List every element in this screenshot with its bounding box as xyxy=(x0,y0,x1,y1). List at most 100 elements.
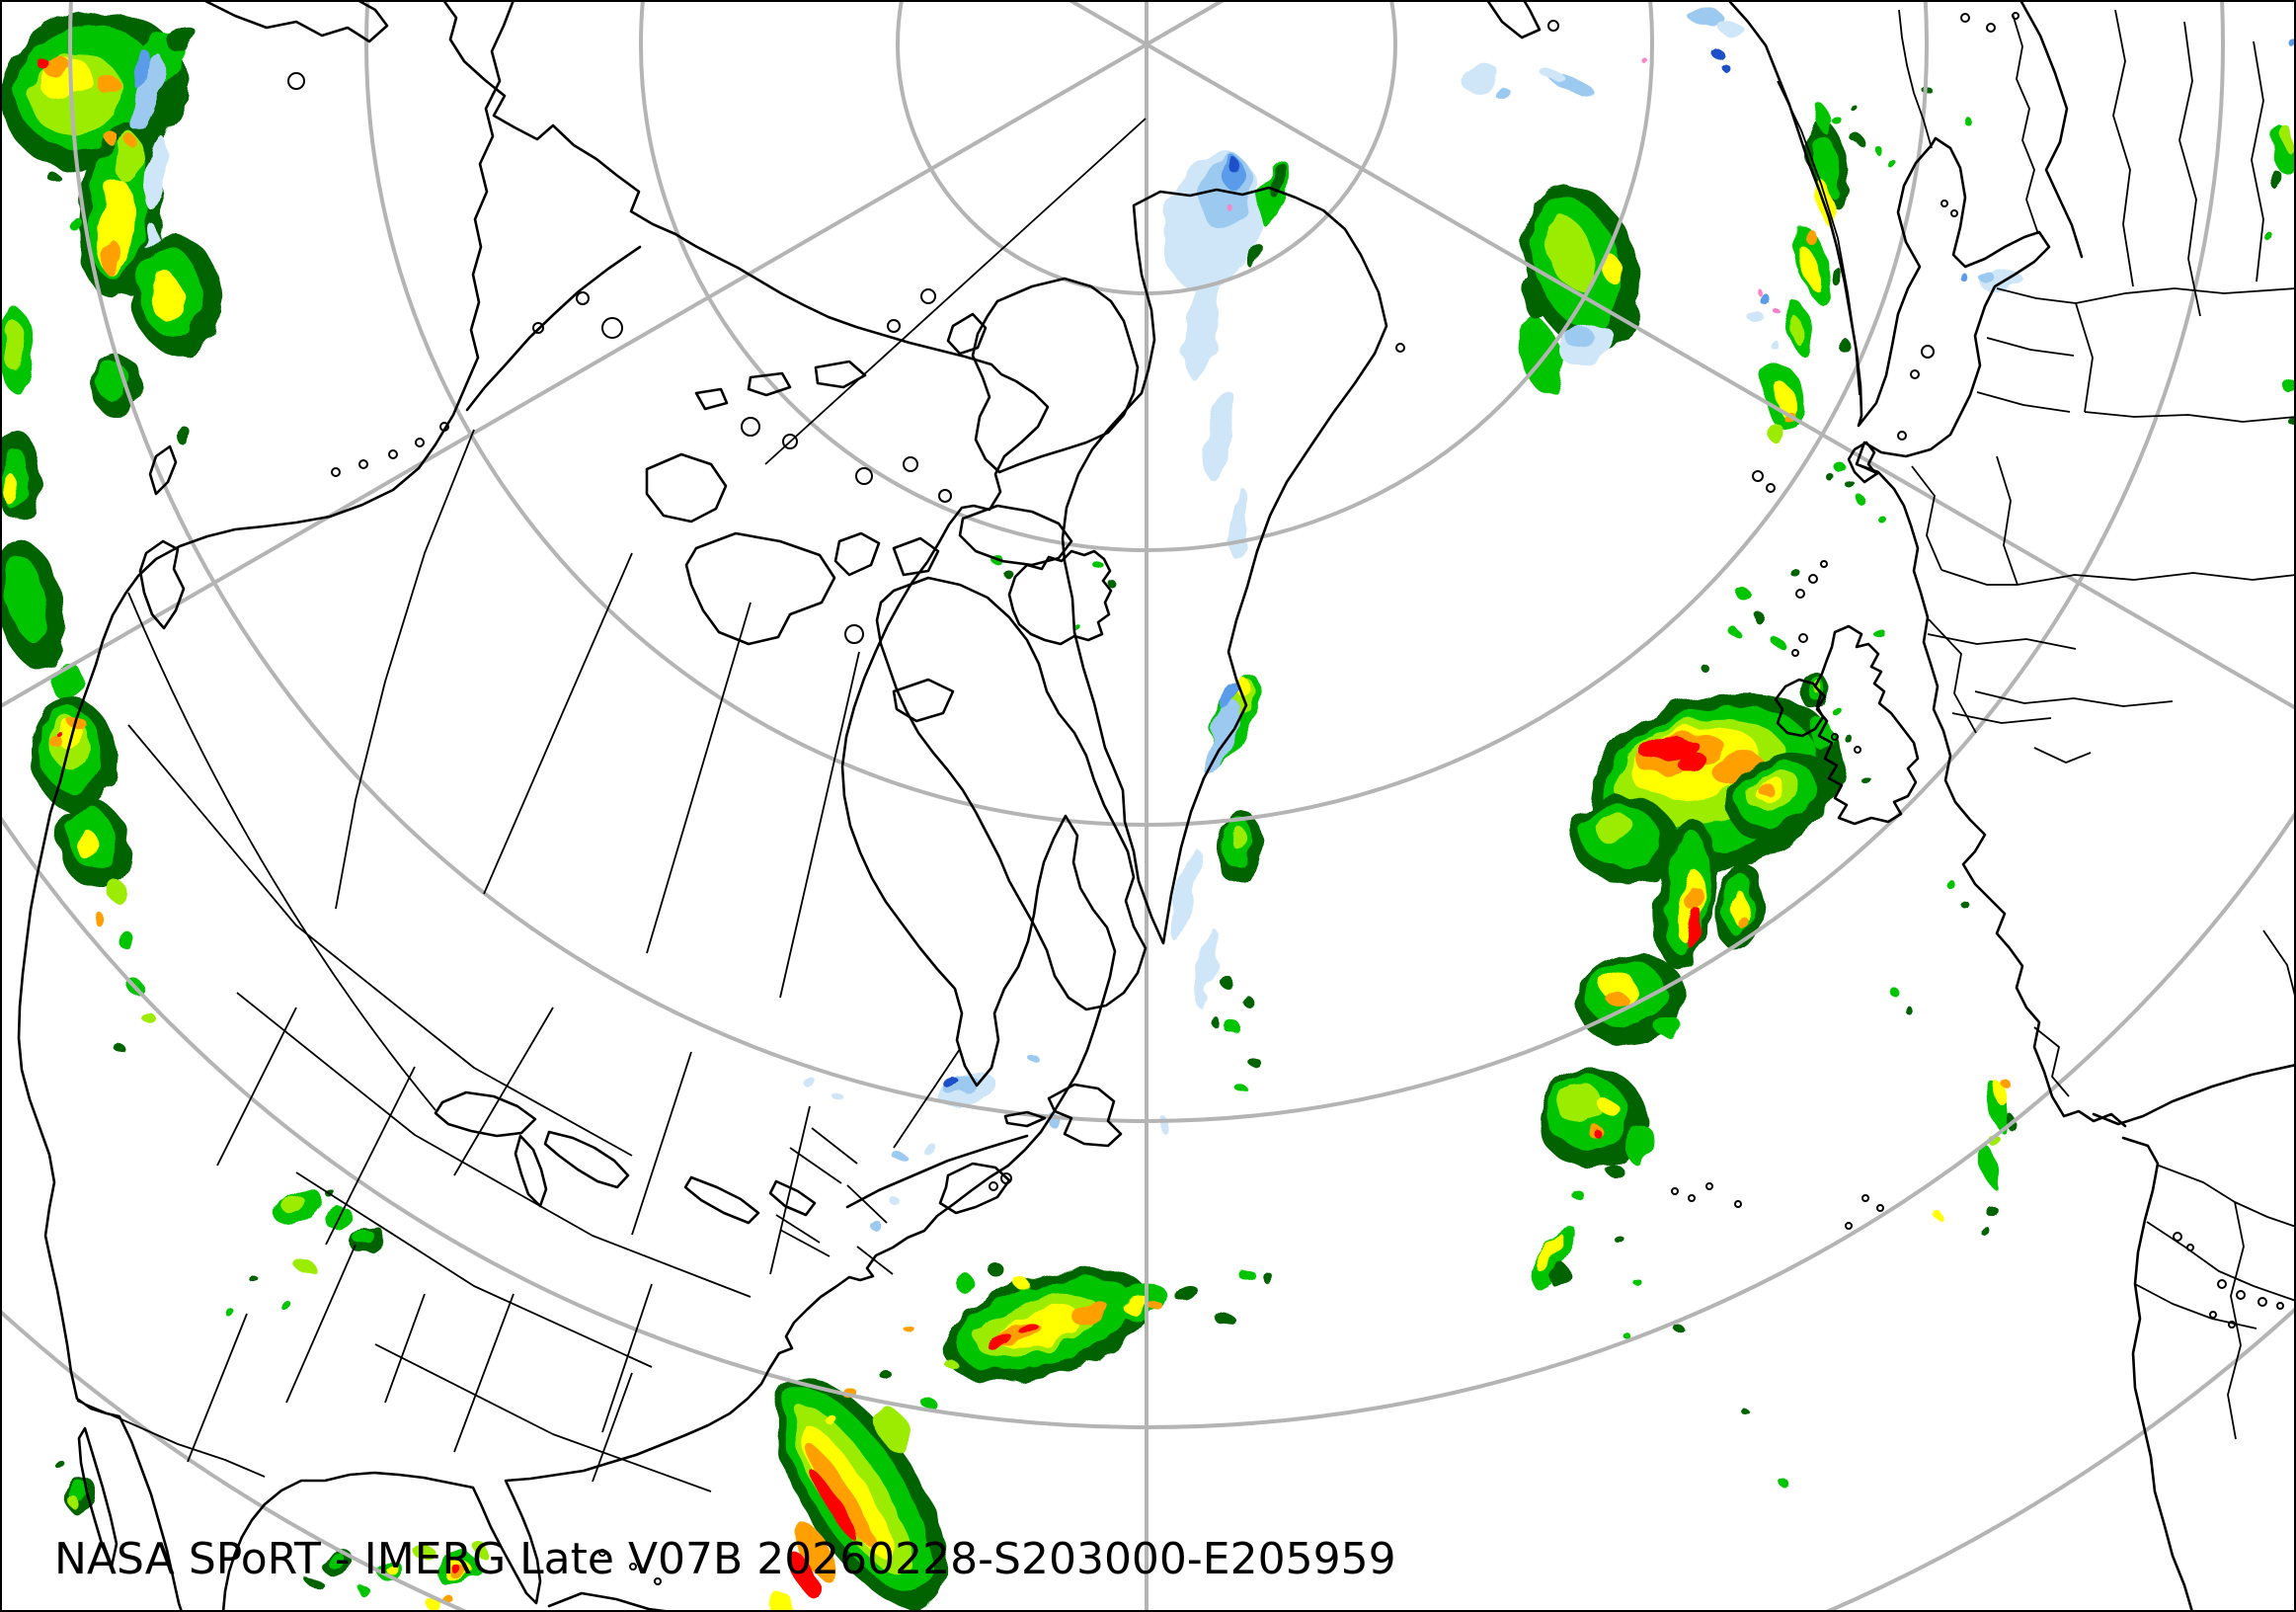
island-dot xyxy=(1671,1187,1679,1195)
island-dot xyxy=(1000,1172,1012,1184)
precip-blob xyxy=(1704,668,1712,676)
precip-blob xyxy=(1019,1323,1039,1336)
precip-blob xyxy=(920,1142,936,1154)
precip-blob xyxy=(280,1193,304,1213)
island-dot xyxy=(2276,1302,2284,1310)
precip-blob xyxy=(1840,338,1850,354)
precip-blob xyxy=(132,49,150,89)
precip-blob xyxy=(811,1471,858,1542)
precip-blob xyxy=(1606,990,1625,1006)
island-dot xyxy=(1845,1222,1853,1230)
island-dot xyxy=(844,624,864,644)
border-poland-e xyxy=(1996,455,2019,586)
border-us-v11 xyxy=(384,1293,426,1404)
border-us-v2 xyxy=(631,1051,692,1236)
precip-blob xyxy=(118,932,135,948)
precip-blob xyxy=(1218,974,1231,986)
island-dot xyxy=(1734,1200,1742,1208)
border-baltic-2 xyxy=(1986,337,2075,357)
precip-blob xyxy=(869,1220,881,1230)
precip-blob xyxy=(1806,229,1816,245)
island-dot xyxy=(576,291,590,305)
precip-blob xyxy=(1229,488,1249,559)
precip-blob xyxy=(1832,267,1842,286)
precip-blob xyxy=(1685,6,1724,26)
precip-blob xyxy=(943,1077,959,1088)
precip-blob xyxy=(168,27,198,52)
island-dot xyxy=(1876,1204,1884,1212)
precip-blob xyxy=(2273,173,2285,193)
precip-blob xyxy=(1861,776,1871,784)
precip-blob xyxy=(149,271,183,322)
border-ne-6 xyxy=(856,1246,894,1275)
precip-blob xyxy=(357,1585,369,1595)
precip-blob xyxy=(1757,783,1775,795)
border-ne-2 xyxy=(789,1147,842,1184)
border-africa-z2 xyxy=(2146,1221,2296,1302)
caption: NASA SPoRT - IMERG Late V07B 20260228-S2… xyxy=(54,1534,1396,1584)
precip-blob xyxy=(1238,1268,1254,1280)
precip-blob xyxy=(1248,1057,1260,1067)
precip-blob xyxy=(2264,233,2274,241)
island-dot xyxy=(782,434,798,449)
coastline-iceland xyxy=(1007,549,1113,646)
precip-blob xyxy=(1263,1274,1275,1284)
precip-blob xyxy=(385,1564,399,1573)
precip-blob xyxy=(451,1566,461,1573)
precip-blob xyxy=(145,135,167,210)
border-us-v6 xyxy=(285,1244,356,1404)
precip-blob xyxy=(1206,387,1233,482)
island-dot xyxy=(2236,1290,2246,1300)
precip-blob xyxy=(1538,67,1567,83)
coastline-pacific-coast xyxy=(17,0,515,1612)
island-dot xyxy=(1861,1194,1869,1202)
island-dot xyxy=(1950,209,1958,217)
border-baltic-e xyxy=(2075,302,2094,413)
coastline-southampton-island xyxy=(892,678,955,723)
precip-blob xyxy=(1236,677,1248,696)
island-dot xyxy=(1808,574,1818,584)
precip-blob xyxy=(251,1276,259,1284)
border-poland-w xyxy=(1911,465,1942,571)
precip-blob xyxy=(1713,50,1725,60)
precip-blob xyxy=(1227,1022,1242,1036)
coastline-cuba-coast xyxy=(547,1591,673,1612)
coastline-alaska-peninsula xyxy=(465,245,642,412)
precip-blob xyxy=(1655,1017,1683,1037)
precip-blob xyxy=(1872,627,1884,637)
island-dot xyxy=(598,1549,606,1557)
precip-blob xyxy=(2283,377,2295,393)
precip-blob xyxy=(1834,708,1844,718)
precip-blob xyxy=(1228,159,1240,173)
border-ukraine xyxy=(1974,690,2174,707)
island-dot xyxy=(1795,589,1805,599)
precip-blob xyxy=(1742,1410,1750,1415)
precip-blob xyxy=(1979,1144,1999,1187)
border-us-v9 xyxy=(187,1313,248,1463)
border-us-v3 xyxy=(769,1105,811,1275)
island-dot xyxy=(1960,13,1970,23)
precip-blob xyxy=(142,1011,154,1023)
meridian-line xyxy=(1145,42,2296,711)
border-russia-v1 xyxy=(2112,9,2134,287)
island-dot xyxy=(920,288,936,304)
precip-blob xyxy=(1572,1190,1584,1200)
precip-blob xyxy=(1596,814,1635,846)
border-russia-v3 xyxy=(2251,40,2264,282)
precip-blob xyxy=(1877,515,1885,523)
precip-blob xyxy=(1853,135,1864,145)
coastline-lake-erie xyxy=(683,1175,760,1225)
precip-blob xyxy=(1621,1330,1628,1336)
precip-blob xyxy=(895,1153,907,1163)
precip-blob xyxy=(1173,1283,1197,1301)
border-us-45n xyxy=(127,724,633,1157)
precip-blob xyxy=(1723,65,1731,73)
island-dot xyxy=(989,1181,998,1191)
precip-blob xyxy=(114,134,143,182)
precip-blob xyxy=(904,1325,913,1332)
coastline-scandinavia-baltic-continent xyxy=(1728,0,2127,1128)
precip-blob xyxy=(986,1333,1013,1349)
precip-blob xyxy=(1107,579,1115,587)
border-us-v8 xyxy=(601,1283,653,1433)
precip-blob xyxy=(1521,275,1548,322)
